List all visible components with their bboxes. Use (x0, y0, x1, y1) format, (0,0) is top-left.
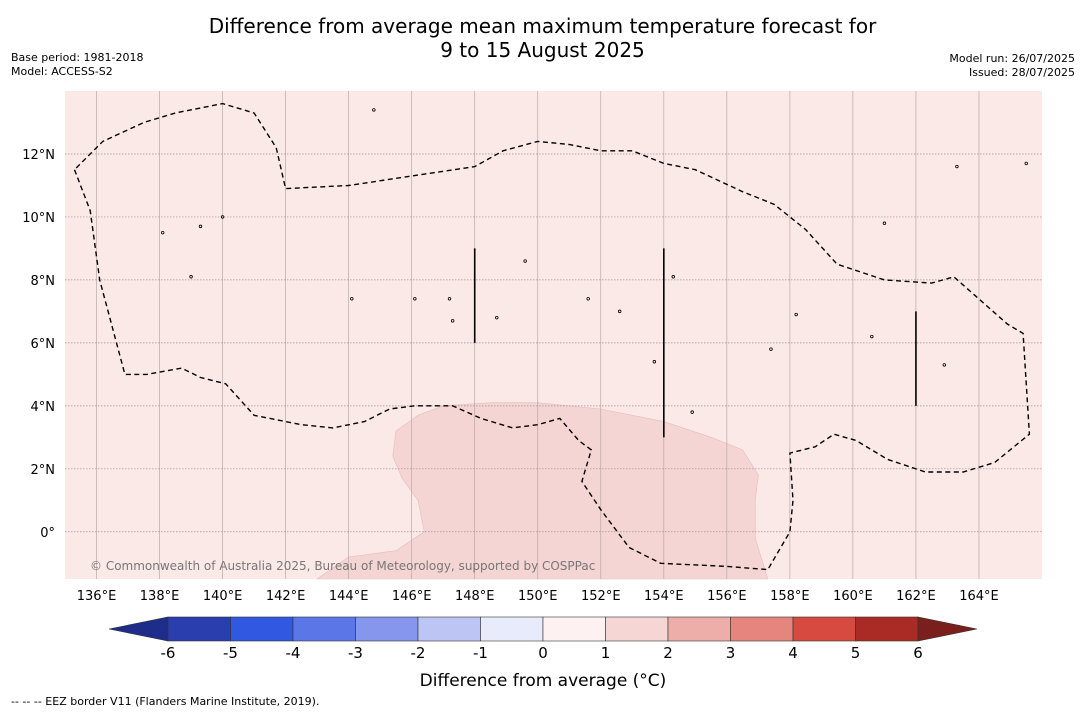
latitude-tick-label: 4°N (31, 400, 56, 415)
island-marker (955, 164, 959, 169)
colorbar-segment (167, 616, 231, 642)
colorbar-segment (355, 616, 419, 642)
longitude-tick-label: 154°E (644, 589, 684, 604)
longitude-tick-label: 140°E (203, 589, 243, 604)
boundary-line-layer (473, 248, 917, 438)
colorbar-segment (855, 616, 919, 642)
colorbar-tick-label: -2 (411, 644, 426, 662)
island-marker (794, 312, 798, 317)
colorbar-over-arrow (917, 616, 978, 642)
longitude-tick-label: 156°E (707, 589, 747, 604)
axis-tick-labels: 136°E 138°E 140°E 142°E 144°E 146°E 148°E 150°E… (22, 148, 999, 604)
island-marker (220, 215, 225, 219)
longitude-tick-label: 162°E (896, 589, 936, 604)
colorbar-segment (792, 616, 856, 642)
colorbar-under-arrow (108, 616, 169, 642)
colorbar-tick-label: -4 (286, 644, 301, 662)
model-run-text: Model run: 26/07/2025 (949, 52, 1075, 65)
island-marker (495, 315, 499, 320)
longitude-tick-label: 146°E (392, 589, 432, 604)
island-marker (671, 275, 675, 279)
longitude-tick-label: 152°E (581, 589, 621, 604)
colorbar-tick-label: 0 (538, 644, 548, 662)
colorbar-tick-label: 5 (851, 644, 861, 662)
colorbar-tick-label: 6 (913, 644, 923, 662)
island-marker (617, 309, 622, 314)
colorbar-label: Difference from average (°C) (420, 671, 667, 691)
colorbar-segment (480, 616, 544, 642)
colorbar-segment (292, 616, 356, 642)
latitude-tick-label: 12°N (22, 148, 55, 163)
island-marker (1024, 161, 1028, 166)
run-info: Model run: 26/07/2025 Issued: 28/07/2025 (949, 52, 1075, 80)
map-title: Difference from average mean maximum tem… (0, 14, 1085, 62)
island-marker (447, 297, 452, 301)
island-marker (523, 259, 527, 263)
island-marker (769, 347, 773, 351)
colorbar-segment (230, 616, 294, 642)
model-text: Model: ACCESS-S2 (11, 65, 113, 78)
colorbar-tick-label: -6 (161, 644, 176, 662)
latitude-tick-label: 8°N (31, 274, 56, 289)
issued-text: Issued: 28/07/2025 (968, 66, 1075, 79)
colorbar-tick-label: 1 (601, 644, 611, 662)
island-marker (189, 275, 193, 279)
longitude-tick-label: 148°E (455, 589, 495, 604)
island-marker (372, 108, 376, 112)
eez-border-line (73, 102, 1031, 571)
colorbar-segment (667, 616, 731, 642)
colorbar-tick-label: -5 (223, 644, 238, 662)
longitude-tick-label: 164°E (959, 589, 999, 604)
title-line-2: 9 to 15 August 2025 (440, 38, 645, 62)
colorbar-segment (417, 616, 481, 642)
island-marker (870, 334, 874, 339)
model-info: Base period: 1981-2018 Model: ACCESS-S2 (11, 51, 143, 79)
colorbar-tick-label: 2 (663, 644, 673, 662)
latitude-tick-label: 0° (40, 526, 55, 541)
island-marker (450, 319, 455, 323)
colorbar-segment (542, 616, 606, 642)
title-line-1: Difference from average mean maximum tem… (208, 14, 877, 38)
island-marker (690, 410, 694, 414)
anomaly-region (316, 402, 769, 580)
island-marker (586, 297, 590, 301)
eez-border-layer (73, 102, 1031, 571)
island-marker (413, 297, 417, 301)
longitude-tick-label: 150°E (518, 589, 558, 604)
colorbar-segment (605, 616, 669, 642)
latitude-tick-label: 6°N (31, 337, 56, 352)
island-marker (198, 224, 203, 229)
longitude-tick-label: 136°E (77, 589, 117, 604)
colorbar-tick-label: -3 (348, 644, 363, 662)
longitude-tick-label: 144°E (329, 589, 369, 604)
colorbar-tick-label: 3 (726, 644, 736, 662)
latitude-tick-label: 2°N (31, 463, 56, 478)
graticule-layer (65, 91, 1042, 579)
island-layer (160, 108, 1028, 414)
island-marker (160, 230, 165, 235)
longitude-tick-label: 142°E (266, 589, 306, 604)
copyright-text: © Commonwealth of Australia 2025, Bureau… (90, 559, 595, 573)
island-marker (652, 360, 657, 364)
colorbar: -6 -5 -4 -3 -2 -1 0 1 2 3 4 5 6 (108, 616, 978, 662)
eez-footnote: -- -- -- EEZ border V11 (Flanders Marine… (11, 695, 320, 708)
latitude-tick-label: 10°N (22, 211, 55, 226)
island-marker (882, 221, 887, 225)
island-marker (942, 363, 946, 367)
colorbar-segment (730, 616, 794, 642)
longitude-tick-label: 138°E (140, 589, 180, 604)
colorbar-tick-label: 4 (788, 644, 798, 662)
longitude-tick-label: 160°E (833, 589, 873, 604)
base-period-text: Base period: 1981-2018 (11, 51, 144, 64)
anomaly-region-layer (316, 402, 769, 580)
colorbar-tick-label: -1 (473, 644, 488, 662)
island-marker (350, 297, 354, 301)
longitude-tick-label: 158°E (770, 589, 810, 604)
